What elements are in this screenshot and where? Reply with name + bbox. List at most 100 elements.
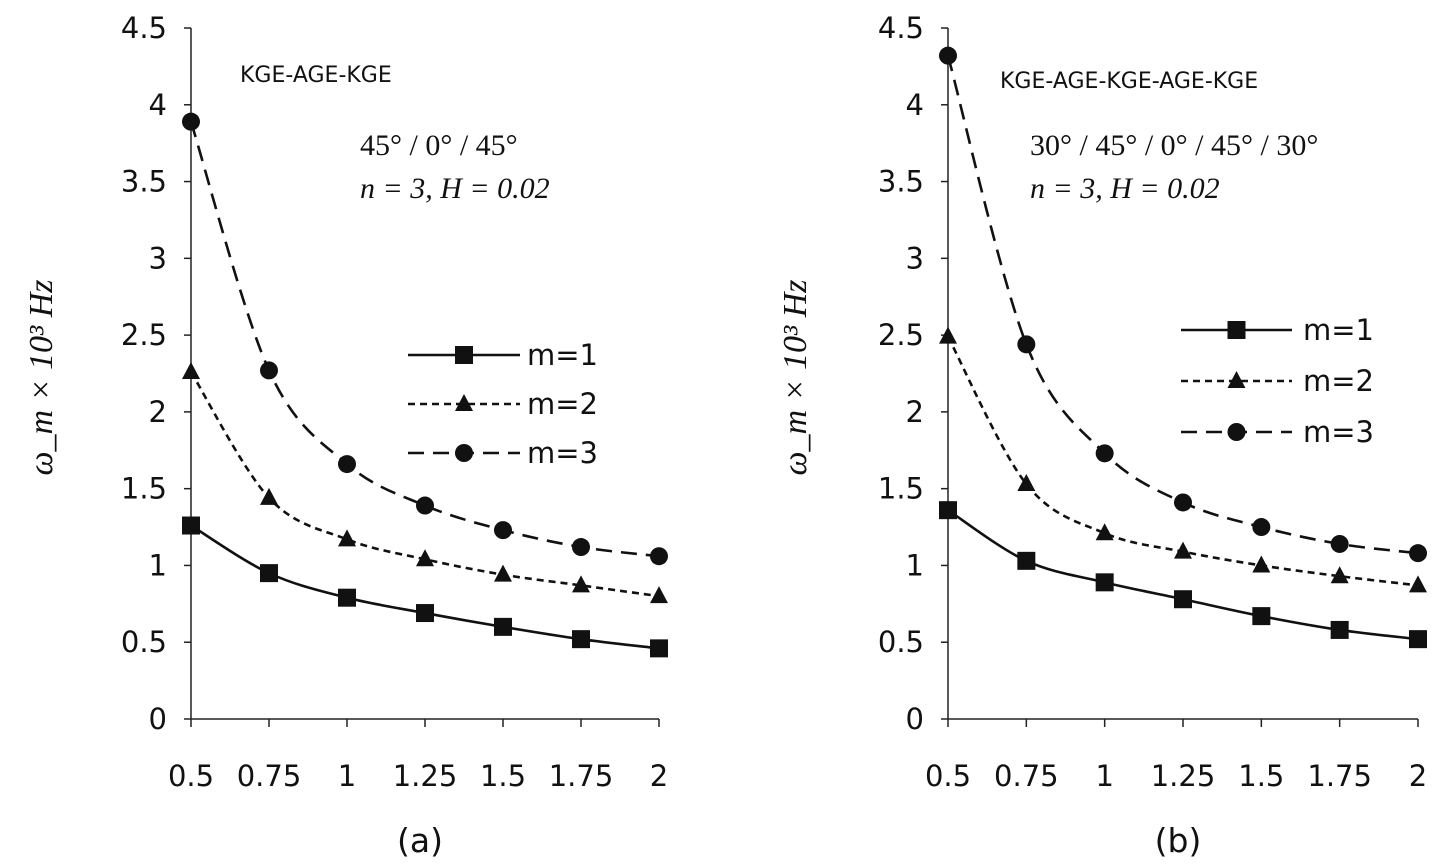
data-point-circle	[1252, 518, 1271, 537]
series-m-1	[939, 501, 1427, 649]
y-tick-label: 1	[906, 548, 924, 582]
series-line	[947, 509, 1419, 641]
y-tick-label: 0	[906, 702, 924, 736]
legend-label: m=1	[1303, 313, 1374, 347]
series-line	[189, 121, 660, 558]
series-m-3	[182, 112, 668, 566]
data-point-triangle	[1095, 523, 1114, 541]
data-point-circle	[494, 521, 512, 540]
legend-entry: m=2	[408, 387, 598, 421]
data-point-circle	[1017, 335, 1036, 354]
x-tick-label: 0.75	[237, 759, 302, 793]
legend-entry: m=3	[1181, 415, 1374, 449]
legend-marker	[455, 394, 473, 411]
data-point-triangle	[650, 586, 668, 604]
data-point-square	[338, 588, 356, 607]
x-tick-label: 1.5	[1238, 759, 1284, 793]
chart-panel-a: 00.511.522.533.544.50.5 0.75 1 1.25 1.5 1.75 2…	[23, 11, 668, 860]
y-tick-label: 4	[906, 88, 924, 122]
data-point-circle	[650, 547, 668, 566]
data-point-circle	[338, 455, 356, 474]
data-point-square	[1409, 630, 1427, 649]
data-point-square	[416, 604, 434, 623]
series-line	[946, 336, 1419, 587]
x-tick-label: 1	[338, 759, 356, 793]
data-point-square	[260, 564, 278, 583]
y-axis-label: ω_m × 10³ Hz	[23, 280, 60, 476]
data-point-square	[572, 630, 590, 649]
legend-label: m=1	[527, 338, 598, 372]
x-tick-label: 1.75	[1307, 759, 1372, 793]
data-point-square	[1330, 620, 1349, 639]
data-point-triangle	[494, 564, 512, 582]
y-tick-label: 3.5	[121, 165, 167, 199]
data-point-circle	[1095, 444, 1114, 463]
data-point-circle	[260, 361, 278, 380]
data-point-circle	[416, 496, 434, 515]
legend-entry: m=1	[408, 338, 598, 372]
legend-label: m=2	[527, 387, 598, 421]
data-point-triangle	[1409, 575, 1427, 593]
x-tick-label: 1.25	[1151, 759, 1216, 793]
data-point-square	[1017, 551, 1036, 570]
data-point-triangle	[338, 529, 356, 547]
legend-label: m=3	[527, 436, 598, 470]
x-tick-label: 0.5	[925, 759, 971, 793]
y-tick-label: 1.5	[878, 472, 924, 506]
y-tick-label: 0.5	[878, 625, 924, 659]
series-line	[189, 371, 660, 598]
series-m-2	[182, 361, 668, 604]
legend-marker	[455, 346, 473, 364]
y-tick-label: 4	[149, 88, 167, 122]
x-tick-label: 0.75	[994, 759, 1059, 793]
chart-panel-b: 00.511.522.533.544.50.5 0.75 1 1.25 1.5 1.75 2…	[777, 11, 1427, 860]
data-point-square	[1174, 590, 1192, 609]
y-tick-label: 2	[906, 395, 924, 429]
data-point-square	[650, 639, 668, 658]
legend-entry: m=3	[408, 436, 598, 470]
legend-label: m=3	[1303, 415, 1374, 449]
ply-angle-label: 30° / 45° / 0° / 45° / 30°	[1030, 129, 1318, 162]
y-tick-label: 4.5	[121, 11, 167, 45]
series-m-2	[939, 326, 1427, 593]
panel-label: (a)	[397, 821, 443, 860]
y-tick-label: 3	[906, 241, 924, 275]
legend-marker	[1227, 321, 1246, 339]
data-point-square	[1095, 573, 1114, 592]
layup-label: KGE-AGE-KGE	[240, 63, 392, 88]
x-tick-label: 2	[1409, 759, 1427, 793]
y-tick-label: 0	[149, 702, 167, 736]
data-point-square	[182, 516, 200, 535]
legend-marker	[1227, 423, 1246, 441]
panel-label: (b)	[1155, 821, 1202, 860]
data-point-triangle	[1330, 566, 1349, 584]
y-tick-label: 2	[149, 395, 167, 429]
x-tick-label: 1.75	[549, 759, 614, 793]
x-tick-label: 0.5	[168, 759, 214, 793]
y-tick-label: 2.5	[121, 318, 167, 352]
legend-label: m=2	[1303, 364, 1374, 398]
data-point-circle	[1174, 493, 1192, 512]
data-point-circle	[1409, 544, 1427, 563]
x-tick-label: 1	[1095, 759, 1113, 793]
y-tick-label: 3	[149, 241, 167, 275]
x-tick-label: 1.25	[393, 759, 458, 793]
y-tick-label: 4.5	[878, 11, 924, 45]
series-m-3	[939, 46, 1427, 563]
data-point-triangle	[939, 326, 957, 344]
ply-angle-label: 45° / 0° / 45°	[360, 129, 518, 162]
y-tick-label: 3.5	[878, 165, 924, 199]
data-point-triangle	[1017, 474, 1036, 492]
data-point-circle	[572, 538, 590, 557]
data-point-circle	[182, 112, 200, 131]
data-point-triangle	[260, 487, 278, 505]
data-point-square	[1252, 607, 1271, 626]
y-tick-label: 1	[149, 548, 167, 582]
data-point-circle	[939, 46, 957, 65]
data-point-triangle	[416, 549, 434, 567]
data-point-triangle	[182, 361, 200, 379]
data-point-square	[939, 501, 957, 520]
y-tick-label: 2.5	[878, 318, 924, 352]
data-point-triangle	[572, 575, 590, 593]
